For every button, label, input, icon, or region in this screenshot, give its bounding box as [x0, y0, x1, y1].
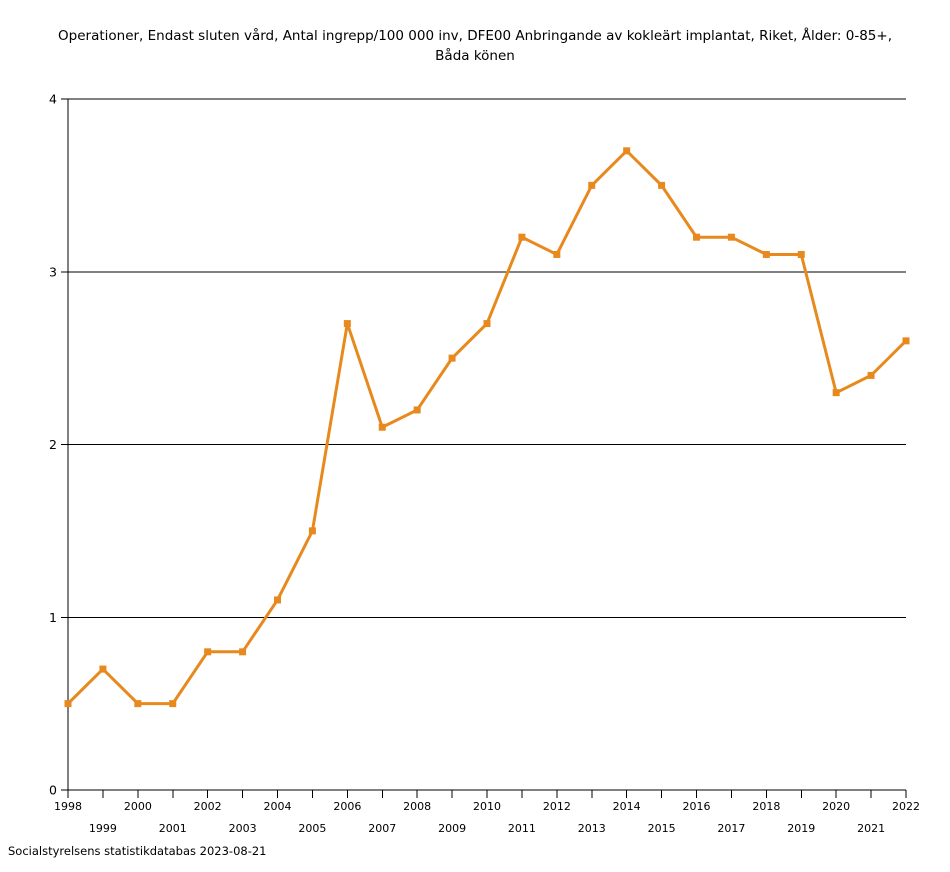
- x-tick-label: 2006: [333, 800, 361, 813]
- data-point-marker: [448, 354, 456, 362]
- data-point-marker: [867, 371, 875, 379]
- x-tick-label: 2011: [508, 822, 536, 835]
- x-tick-label: 2018: [752, 800, 780, 813]
- x-tick-label: 2015: [648, 822, 676, 835]
- data-point-marker: [518, 233, 526, 241]
- data-point-marker: [99, 665, 107, 673]
- x-tick-label: 2002: [194, 800, 222, 813]
- x-tick-label: 2008: [403, 800, 431, 813]
- data-point-marker: [64, 700, 72, 708]
- data-point-marker: [378, 423, 386, 431]
- data-point-marker: [343, 320, 351, 328]
- x-tick-label: 2017: [717, 822, 745, 835]
- x-tick-label: 2022: [892, 800, 920, 813]
- y-tick-label: 0: [49, 783, 57, 798]
- x-tick-label: 2014: [613, 800, 641, 813]
- data-line: [66, 148, 908, 706]
- y-tick-label: 4: [49, 92, 57, 107]
- x-tick-label: 1999: [89, 822, 117, 835]
- data-point-marker: [658, 181, 666, 189]
- x-tick-label: 2010: [473, 800, 501, 813]
- data-point-marker: [797, 250, 805, 258]
- chart-title: Operationer, Endast sluten vård, Antal i…: [58, 28, 892, 64]
- data-point-marker: [762, 250, 770, 258]
- data-point-marker: [553, 250, 561, 258]
- x-tick-label: 2013: [578, 822, 606, 835]
- data-point-marker: [204, 648, 212, 656]
- x-tick-label: 2021: [857, 822, 885, 835]
- x-tick-label: 2000: [124, 800, 152, 813]
- data-point-marker: [308, 527, 316, 535]
- x-tick-label: 2016: [683, 800, 711, 813]
- data-point-marker: [483, 320, 491, 328]
- x-tick-label: 2001: [159, 822, 187, 835]
- x-tick-label: 2009: [438, 822, 466, 835]
- data-point-marker: [239, 648, 247, 656]
- x-tick-label: 2004: [264, 800, 292, 813]
- data-point-marker: [902, 337, 910, 345]
- data-point-marker: [274, 596, 281, 604]
- x-tick-label: 2003: [229, 822, 257, 835]
- y-tick-label: 2: [49, 437, 57, 452]
- y-tick-label: 3: [49, 264, 57, 279]
- data-point-marker: [169, 700, 177, 708]
- data-point-marker: [134, 700, 142, 708]
- data-point-marker: [413, 406, 421, 414]
- data-point-marker: [588, 181, 596, 189]
- x-tick-label: 2005: [298, 822, 326, 835]
- data-point-marker: [693, 233, 700, 241]
- data-point-marker: [623, 147, 631, 155]
- data-point-marker: [727, 233, 735, 241]
- x-tick-label: 2020: [822, 800, 850, 813]
- source-caption: Socialstyrelsens statistikdatabas 2023-0…: [8, 844, 267, 858]
- y-tick-label: 1: [49, 610, 57, 625]
- x-tick-label: 2007: [368, 822, 396, 835]
- x-tick-label: 2019: [787, 822, 815, 835]
- x-tick-label: 1998: [54, 800, 82, 813]
- data-point-marker: [832, 389, 840, 397]
- x-tick-label: 2012: [543, 800, 571, 813]
